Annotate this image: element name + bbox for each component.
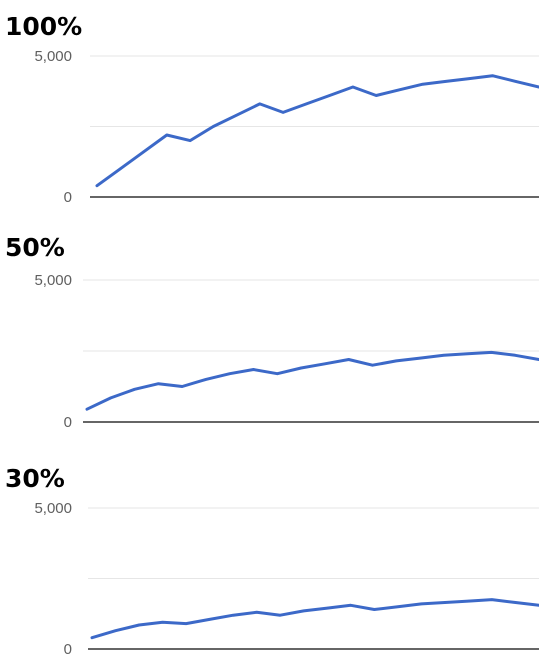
y-tick-label: 5,000 bbox=[34, 48, 72, 65]
data-point bbox=[204, 378, 208, 381]
data-point bbox=[326, 606, 329, 610]
data-point bbox=[467, 599, 470, 603]
data-point bbox=[398, 88, 401, 92]
data-point bbox=[444, 80, 448, 83]
series-line bbox=[85, 350, 539, 411]
data-point bbox=[349, 604, 352, 607]
data-point bbox=[90, 636, 94, 639]
data-point bbox=[466, 352, 469, 356]
data-point bbox=[396, 605, 400, 608]
chart-title: 50% bbox=[5, 233, 65, 262]
data-point bbox=[184, 622, 188, 625]
data-point bbox=[258, 102, 262, 106]
data-point bbox=[442, 354, 446, 357]
y-tick-label: 0 bbox=[64, 641, 72, 655]
data-point bbox=[418, 356, 422, 360]
data-point bbox=[323, 362, 327, 365]
data-point bbox=[302, 609, 305, 613]
data-point bbox=[490, 598, 494, 601]
series-line bbox=[90, 598, 539, 640]
y-tick-label: 5,000 bbox=[34, 500, 72, 517]
data-point bbox=[95, 184, 99, 187]
data-point bbox=[305, 102, 308, 106]
data-point bbox=[514, 80, 517, 83]
data-point bbox=[235, 114, 238, 117]
data-point bbox=[351, 85, 355, 89]
data-point bbox=[373, 608, 376, 611]
data-point bbox=[276, 372, 279, 375]
data-point bbox=[374, 94, 378, 97]
data-point bbox=[328, 94, 331, 97]
data-point bbox=[347, 358, 350, 361]
data-point bbox=[142, 150, 145, 154]
data-point bbox=[208, 618, 211, 621]
data-point bbox=[114, 629, 117, 632]
data-point bbox=[180, 385, 184, 388]
data-point bbox=[371, 364, 374, 367]
y-tick-label: 0 bbox=[64, 189, 72, 206]
data-point bbox=[255, 611, 258, 614]
data-point bbox=[157, 382, 160, 385]
data-point bbox=[212, 125, 215, 128]
data-point bbox=[119, 167, 122, 170]
y-tick-label: 0 bbox=[64, 414, 72, 431]
data-point bbox=[299, 366, 303, 370]
data-point bbox=[281, 111, 285, 114]
data-point bbox=[443, 601, 447, 604]
data-point bbox=[421, 83, 424, 86]
chart-panel: 50% 0 5,000 bbox=[5, 233, 539, 431]
data-point bbox=[133, 388, 136, 391]
chart-panel: 30% 0 5,000 bbox=[5, 464, 539, 655]
data-point bbox=[137, 623, 141, 627]
data-point bbox=[490, 351, 493, 354]
data-point bbox=[161, 621, 164, 624]
data-point bbox=[468, 77, 471, 80]
data-point bbox=[252, 368, 255, 371]
chart-title: 30% bbox=[5, 464, 65, 493]
y-tick-label: 5,000 bbox=[34, 272, 72, 289]
data-point bbox=[514, 601, 517, 604]
data-point bbox=[420, 602, 423, 606]
data-point bbox=[165, 133, 168, 137]
data-point bbox=[228, 372, 231, 375]
data-point bbox=[85, 408, 89, 411]
data-point bbox=[514, 354, 517, 357]
data-point bbox=[279, 613, 282, 617]
data-point bbox=[109, 396, 112, 400]
data-point bbox=[491, 74, 494, 77]
data-point bbox=[395, 359, 398, 363]
chart-title: 100% bbox=[5, 12, 82, 41]
series-line bbox=[95, 74, 539, 188]
chart-panel: 100% 0 5,000 bbox=[5, 12, 539, 206]
data-point bbox=[231, 613, 235, 617]
data-point bbox=[188, 139, 192, 142]
